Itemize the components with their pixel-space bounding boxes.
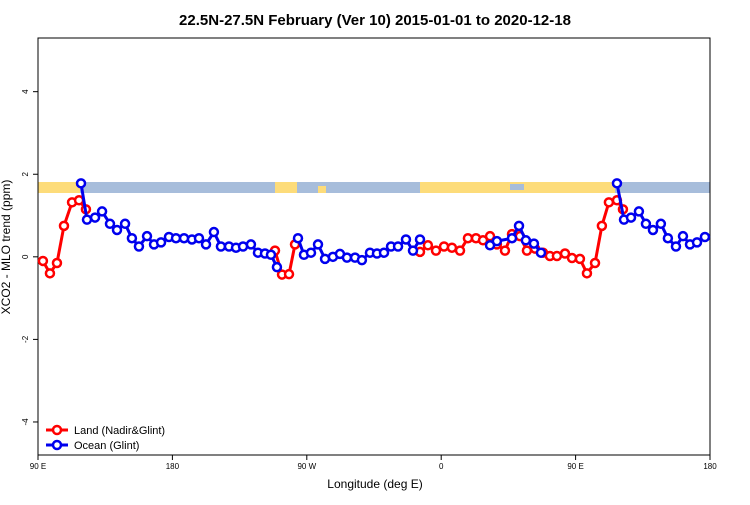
data-point (51, 257, 63, 269)
data-point (305, 247, 317, 258)
data-point (513, 220, 525, 232)
data-point (691, 237, 703, 248)
data-point (392, 241, 404, 252)
data-point (633, 206, 645, 217)
x-axis-label: Longitude (deg E) (327, 477, 422, 491)
data-point (81, 214, 93, 225)
series (75, 178, 711, 273)
data-point (75, 178, 87, 189)
data-point (155, 237, 167, 248)
data-point (271, 261, 283, 273)
data-point (491, 235, 503, 247)
data-point (430, 245, 442, 256)
land-strip (318, 186, 326, 193)
y-tick-label: 2 (21, 171, 30, 176)
data-point (438, 241, 450, 252)
data-point (341, 252, 353, 263)
legend-label: Land (Nadir&Glint) (74, 425, 165, 437)
data-point (603, 197, 615, 208)
series-line (79, 183, 706, 268)
data-point (133, 241, 145, 252)
data-point (446, 242, 458, 253)
data-point (200, 239, 212, 250)
data-point (119, 218, 131, 230)
data-point (520, 235, 532, 246)
data-point (589, 257, 601, 269)
data-point (462, 232, 474, 244)
land-strip (38, 182, 80, 193)
data-point (265, 249, 277, 261)
legend-marker (51, 439, 63, 451)
data-point (208, 226, 220, 238)
ocean-strip (38, 182, 710, 193)
data-point (356, 254, 368, 266)
data-point (414, 234, 426, 245)
x-tick-label: 90 E (30, 462, 46, 471)
data-point (422, 240, 434, 251)
data-point (378, 247, 390, 258)
ocean-strip (510, 184, 524, 190)
data-point (506, 232, 518, 244)
data-point (170, 232, 182, 244)
data-point (528, 238, 540, 249)
data-point (292, 232, 304, 244)
data-point (283, 268, 295, 280)
data-point (111, 224, 123, 236)
data-point (499, 245, 511, 256)
data-point (96, 206, 108, 217)
data-point (521, 245, 533, 256)
x-tick-label: 90 W (297, 462, 316, 471)
chart-title: 22.5N-27.5N February (Ver 10) 2015-01-01… (179, 12, 571, 29)
data-point (596, 220, 608, 232)
legend-label: Ocean (Glint) (74, 440, 139, 452)
data-point (454, 245, 466, 256)
data-point (37, 255, 49, 267)
x-tick-label: 90 E (567, 462, 583, 471)
x-tick-label: 0 (439, 462, 444, 471)
data-point (574, 253, 586, 265)
data-point (640, 218, 652, 230)
x-tick-label: 180 (703, 462, 717, 471)
land-strip (275, 182, 297, 193)
data-point (655, 218, 667, 230)
data-point (699, 231, 711, 243)
data-point (312, 239, 324, 250)
data-point (611, 178, 623, 189)
data-point (245, 239, 257, 250)
data-point (677, 230, 689, 242)
y-tick-label: -2 (21, 335, 30, 343)
data-point (662, 232, 674, 244)
y-tick-label: 0 (21, 254, 30, 259)
data-point (625, 212, 637, 223)
data-point (647, 224, 659, 236)
data-point (215, 241, 227, 252)
y-tick-label: 4 (21, 89, 30, 94)
data-point (551, 250, 563, 262)
legend-marker (51, 424, 63, 436)
data-point (193, 232, 205, 244)
plot-frame (37, 37, 711, 456)
data-point (400, 234, 412, 245)
data-point (670, 241, 682, 252)
data-point (126, 232, 138, 244)
data-point (178, 232, 190, 244)
map-strip (38, 182, 710, 193)
data-point (89, 212, 101, 223)
data-point (581, 268, 593, 279)
x-tick-label: 180 (166, 462, 180, 471)
data-point (58, 220, 70, 232)
y-tick-label: -4 (21, 418, 30, 426)
data-point (104, 218, 116, 230)
data-point (141, 230, 153, 242)
data-point (535, 247, 547, 258)
data-point (407, 245, 419, 256)
data-point (44, 268, 56, 279)
y-axis-label: XCO2 - MLO trend (ppm) (0, 180, 13, 315)
data-point (559, 248, 571, 259)
